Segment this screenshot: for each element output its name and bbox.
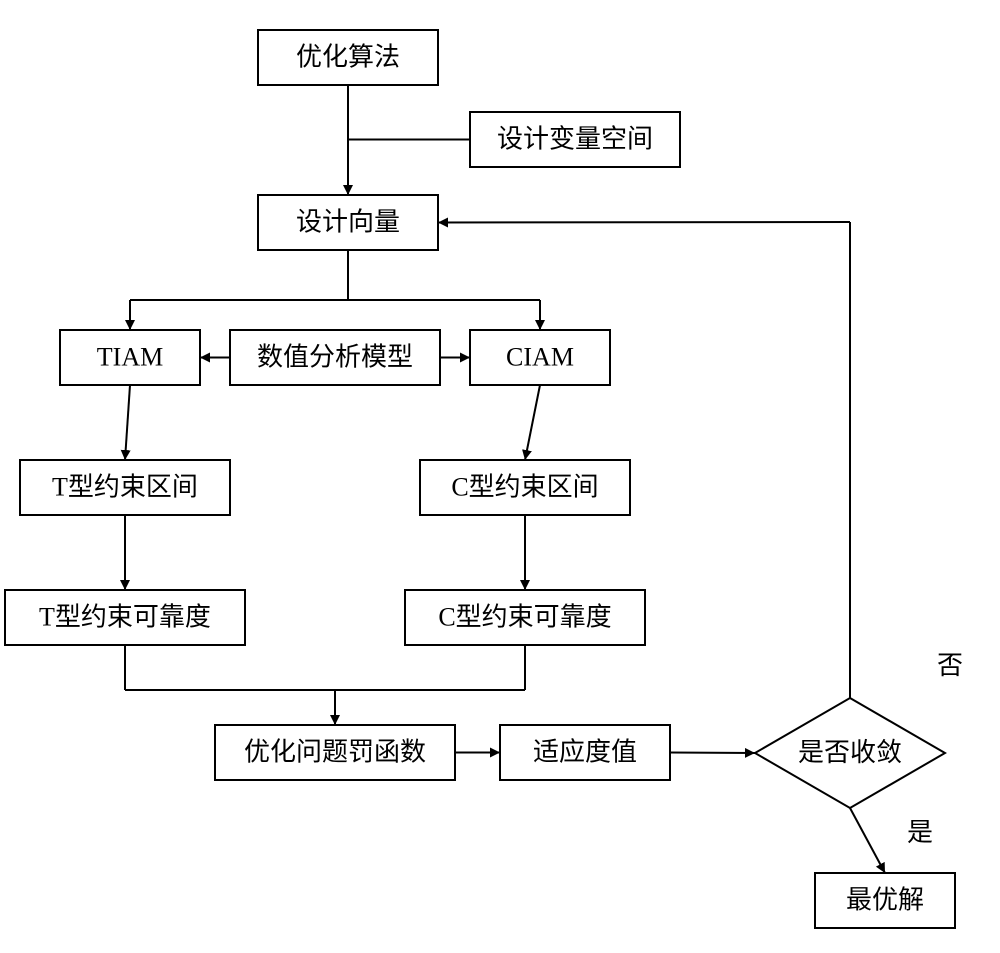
node-design_space-label: 设计变量空间 — [497, 124, 653, 153]
decision-converge-label: 是否收敛 — [798, 738, 902, 767]
node-optimal-label: 最优解 — [846, 885, 924, 914]
node-t_interval-label: T型约束区间 — [52, 472, 198, 501]
node-num_model-label: 数值分析模型 — [257, 342, 413, 371]
edge-12 — [850, 808, 885, 873]
node-opt_alg-label: 优化算法 — [296, 42, 400, 71]
node-ciam-label: CIAM — [506, 342, 574, 371]
node-t_reliability-label: T型约束可靠度 — [39, 602, 211, 631]
node-penalty-label: 优化问题罚函数 — [244, 737, 426, 766]
node-c_reliability-label: C型约束可靠度 — [438, 602, 611, 631]
node-design_vec-label: 设计向量 — [296, 207, 400, 236]
edge-13-left — [438, 222, 850, 223]
node-tiam-label: TIAM — [97, 342, 163, 371]
node-fitness-label: 适应度值 — [533, 737, 637, 766]
edge-label-yes: 是 — [907, 818, 933, 847]
edge-label-no: 否 — [937, 651, 963, 680]
edge-5 — [125, 385, 130, 460]
edge-6 — [525, 385, 540, 460]
node-c_interval-label: C型约束区间 — [451, 472, 598, 501]
edge-11 — [670, 753, 755, 754]
